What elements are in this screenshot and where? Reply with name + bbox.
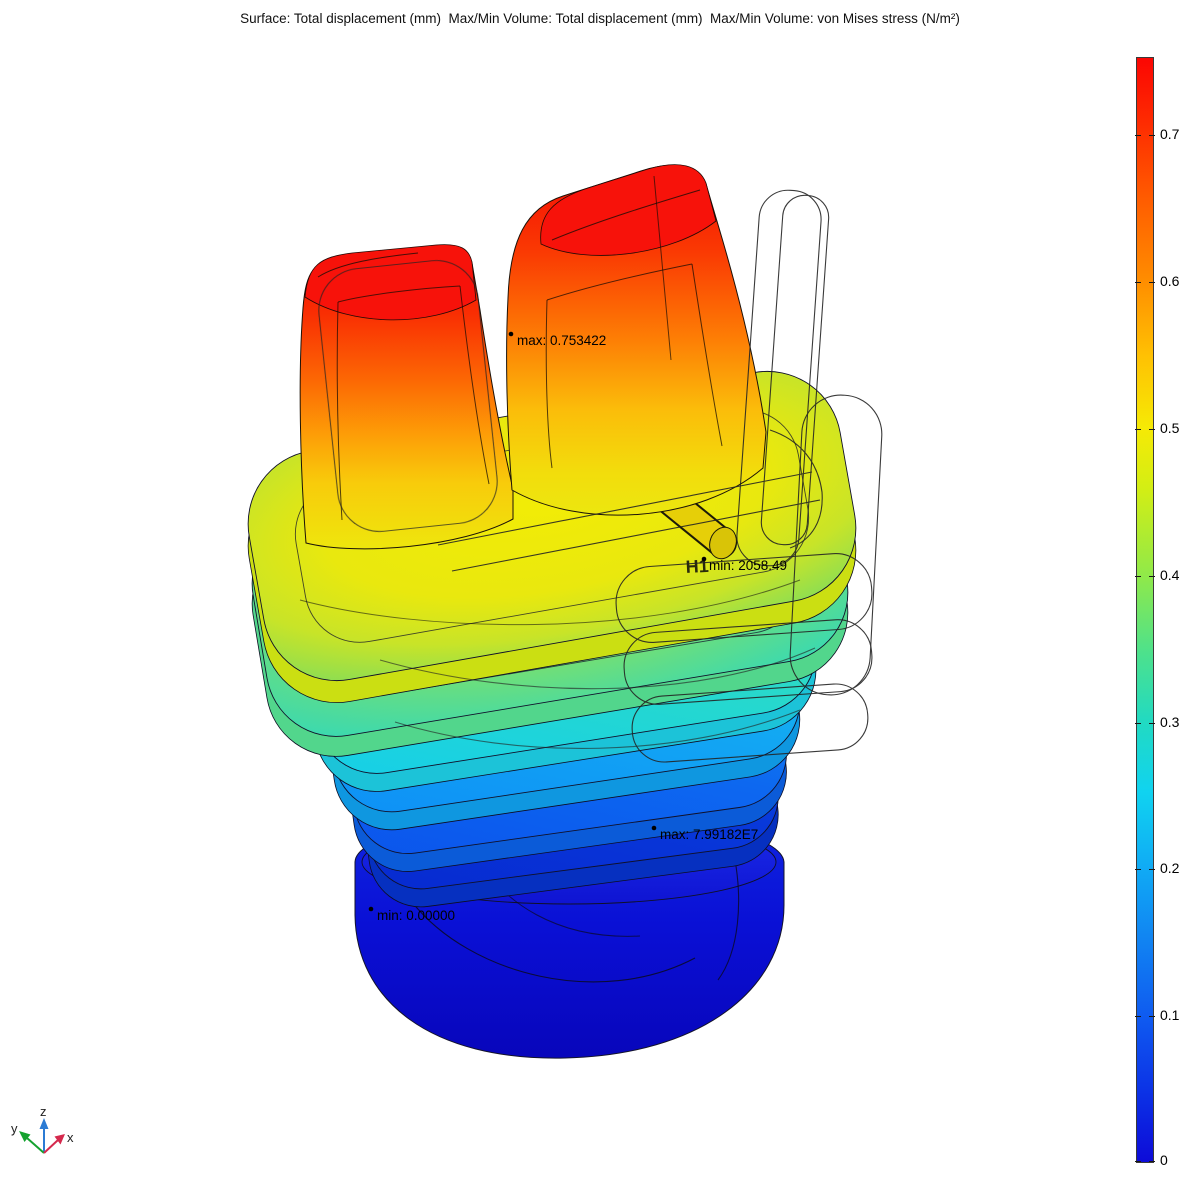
min-von-mises-marker-dot [701, 556, 707, 562]
colorbar-tick-label: 0.4 [1160, 567, 1180, 583]
max-von-mises-marker-dot [651, 825, 657, 831]
x-axis-arrow [43, 1139, 59, 1154]
colorbar-gradient [1136, 57, 1154, 1163]
prong-left [299, 244, 514, 550]
x-axis-arrowhead [54, 1134, 65, 1145]
colorbar-tick-label: 0 [1160, 1152, 1168, 1168]
z-axis-arrowhead [39, 1118, 49, 1129]
y-axis-arrow [26, 1137, 45, 1154]
annotation-layer: max: 0.753422 min: 2058.49 max: 7.99182E… [368, 331, 787, 923]
max-von-mises-annotation: max: 7.99182E7 [660, 827, 758, 842]
colorbar-tick-label: 0.6 [1160, 273, 1180, 289]
colorbar-tick-label: 0.3 [1160, 714, 1180, 730]
min-displacement-marker-dot [368, 906, 374, 912]
min-displacement-annotation: min: 0.00000 [377, 908, 455, 923]
min-von-mises-annotation: min: 2058.49 [709, 558, 787, 573]
deformed-model: H1 [247, 164, 857, 1059]
colorbar-tick-label: 0.2 [1160, 860, 1180, 876]
y-axis-arrowhead [19, 1131, 31, 1142]
z-axis-label: z [40, 1104, 47, 1119]
max-displacement-annotation: max: 0.753422 [517, 333, 606, 348]
colorbar-tick-label: 0.1 [1160, 1007, 1180, 1023]
y-axis-label: y [11, 1121, 18, 1136]
colorbar-tick-label: 0.7 [1160, 126, 1180, 142]
x-axis-label: x [67, 1130, 74, 1145]
axis-triad: z y x [11, 1104, 74, 1154]
prong-right [506, 164, 767, 516]
max-displacement-marker-dot [508, 331, 514, 337]
colorbar-tick-label: 0.5 [1160, 420, 1180, 436]
wireframe-undeformed [318, 189, 883, 763]
colorbar: 0.7 0.6 0.5 0.4 0.3 0.2 0.1 0 [1135, 57, 1179, 1168]
plot-title: Surface: Total displacement (mm) Max/Min… [240, 11, 960, 26]
